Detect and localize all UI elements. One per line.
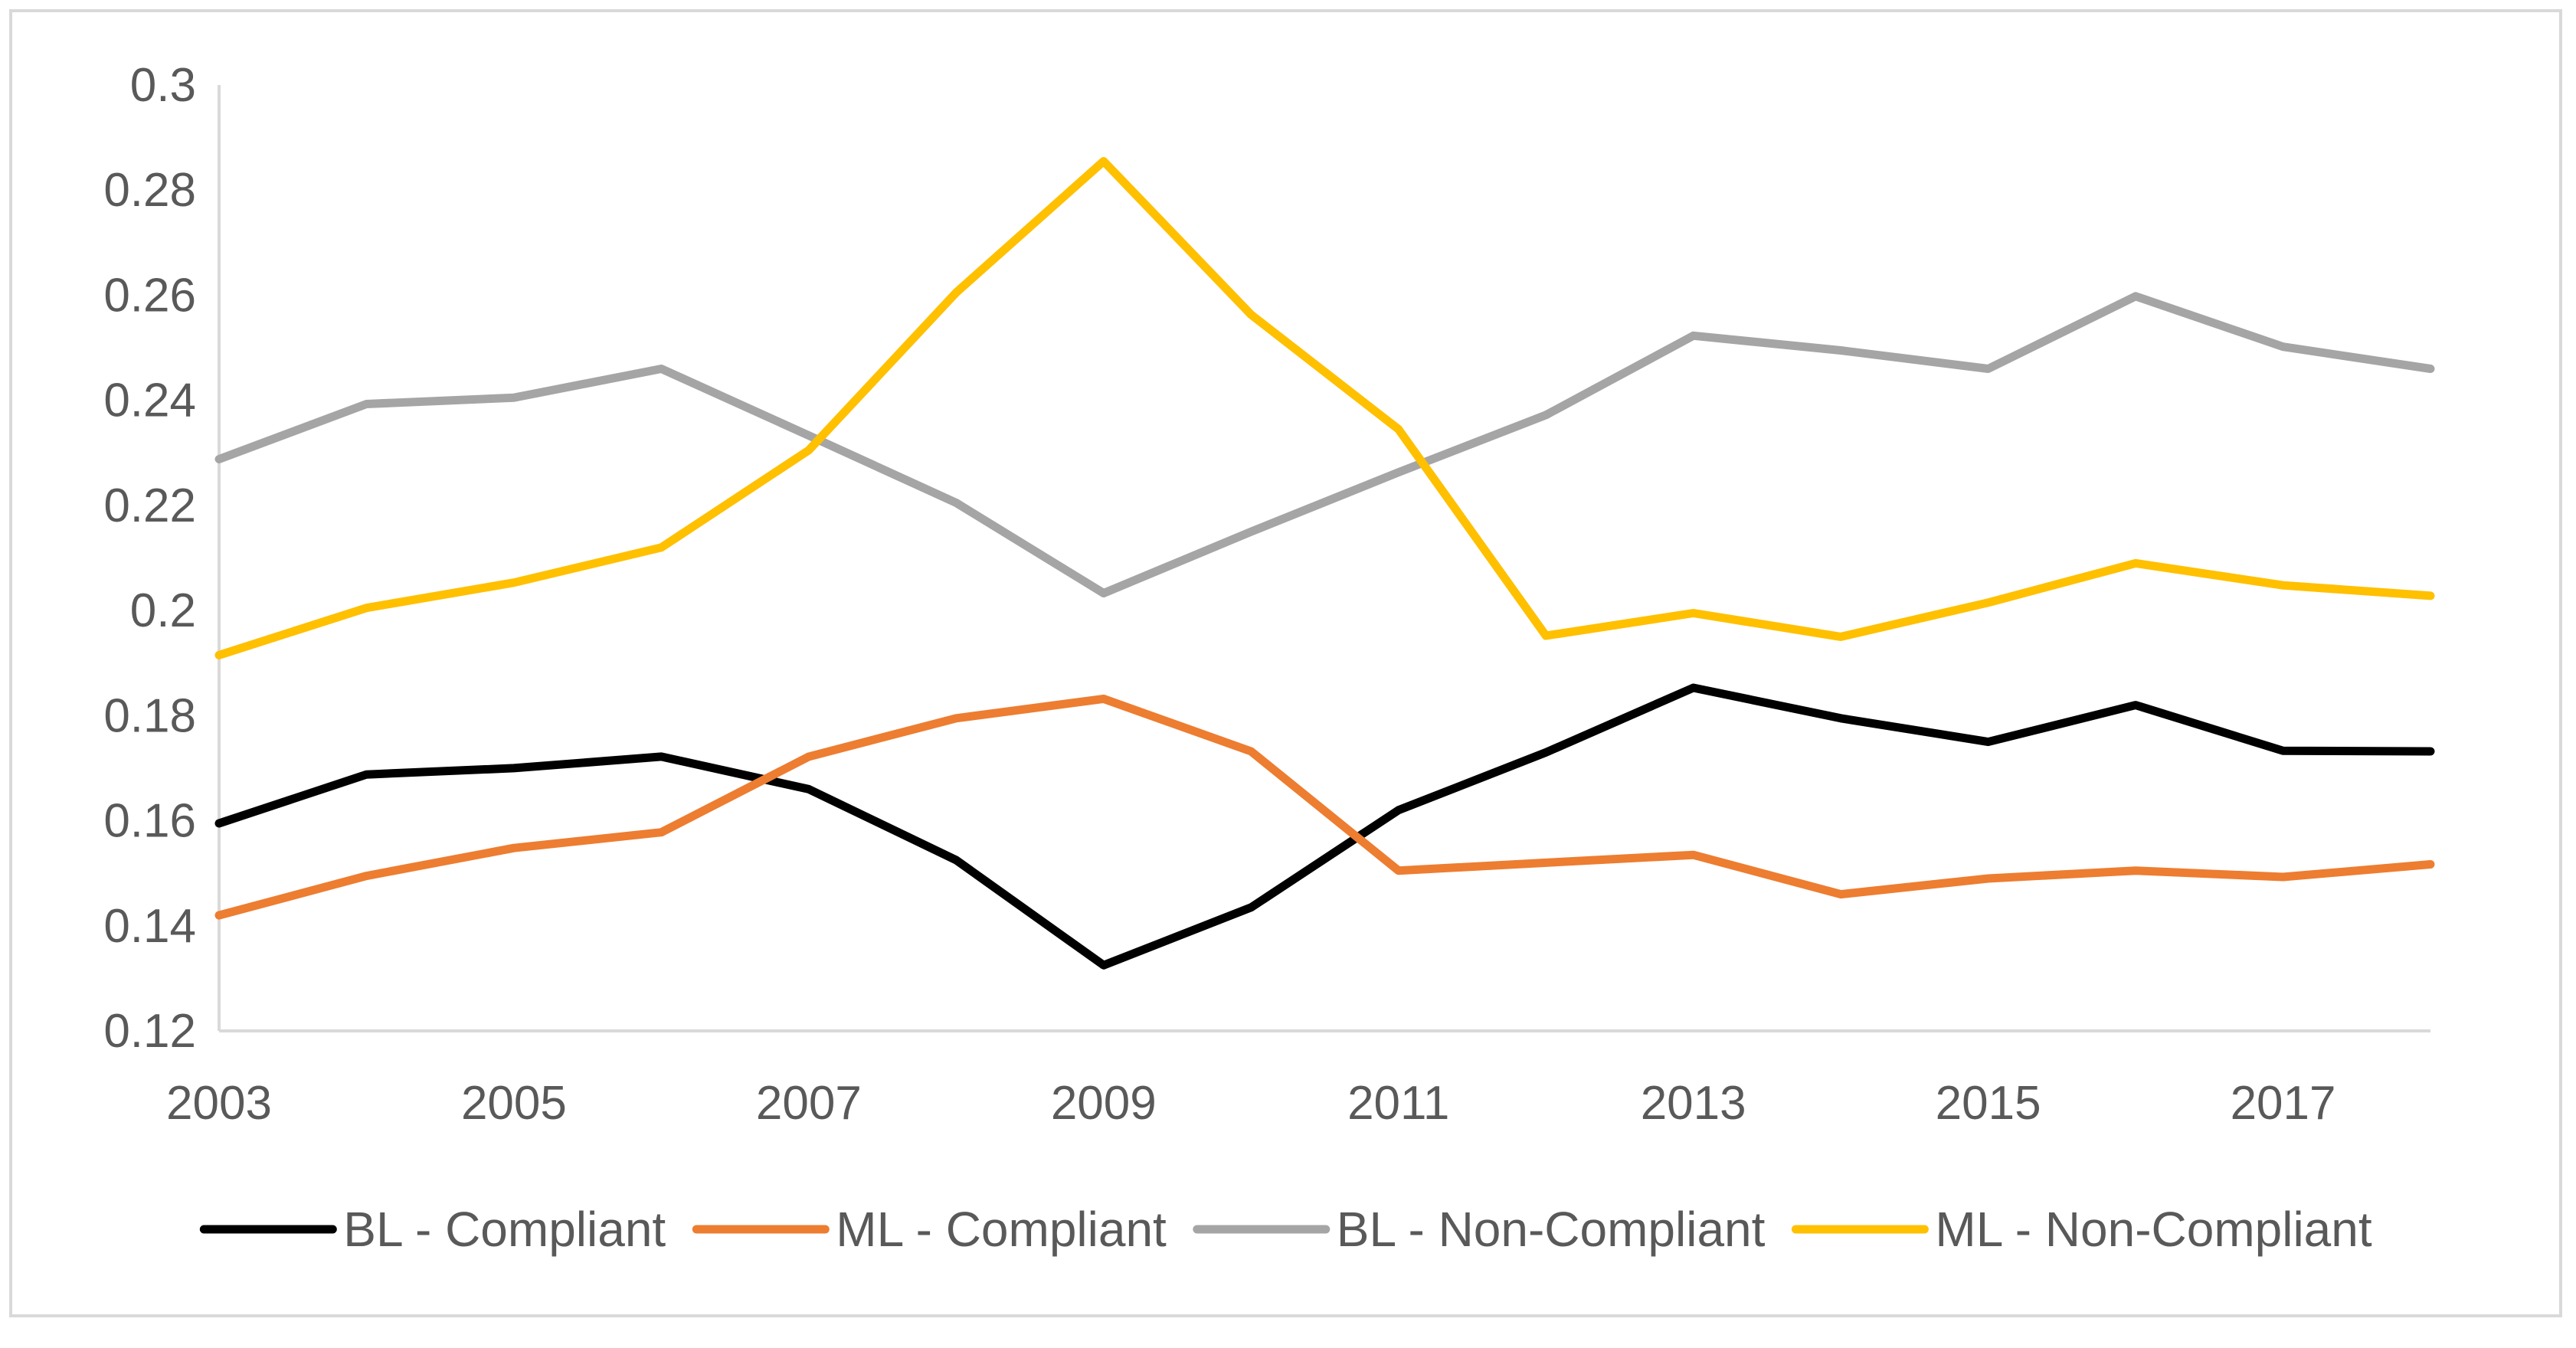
legend-label: BL - Non-Compliant — [1337, 1202, 1766, 1257]
axes — [218, 85, 2430, 1032]
y-tick-label: 0.12 — [103, 1005, 196, 1058]
y-tick-label: 0.26 — [103, 269, 196, 322]
x-tick-label: 2013 — [1641, 1077, 1746, 1130]
data-point — [2430, 595, 2431, 597]
legend-label: ML - Compliant — [836, 1202, 1167, 1257]
x-tick-label: 2011 — [1347, 1077, 1449, 1130]
data-point — [365, 607, 367, 609]
data-point — [513, 582, 515, 584]
data-point — [1398, 870, 1399, 872]
data-point — [1103, 592, 1105, 594]
y-tick-label: 0.2 — [130, 584, 196, 637]
data-point — [955, 859, 957, 861]
x-tick-labels: 2003 2005 2007 2009 2011 2013 2015 2017 — [166, 1077, 2335, 1130]
data-point — [1398, 472, 1399, 473]
data-point — [1250, 907, 1252, 908]
x-tick-label: 2005 — [461, 1077, 567, 1130]
data-point — [1693, 335, 1694, 336]
y-tick-label: 0.16 — [103, 795, 196, 848]
series-bl-compliant — [214, 683, 2435, 970]
data-point — [218, 914, 220, 916]
y-tick-label: 0.22 — [103, 479, 196, 532]
legend-item: ML - Compliant — [692, 1202, 1167, 1257]
series-lines — [214, 157, 2435, 970]
legend-item: ML - Non-Compliant — [1791, 1202, 2372, 1257]
data-point — [1103, 964, 1105, 966]
data-point — [2430, 864, 2431, 865]
data-point — [1693, 687, 1694, 689]
data-point — [1250, 314, 1252, 316]
data-point — [1398, 428, 1399, 430]
legend-item: BL - Non-Compliant — [1193, 1202, 1766, 1257]
data-point — [660, 368, 662, 369]
series-ml-compliant — [214, 694, 2435, 920]
y-tick-label: 0.18 — [103, 689, 196, 742]
chart-frame — [9, 9, 2562, 1317]
series-line-ml-non-compliant — [214, 157, 2435, 659]
data-point — [513, 767, 515, 769]
data-point — [955, 502, 957, 503]
series-bl-non-compliant — [214, 292, 2435, 597]
y-tick-labels: 0.12 0.14 0.16 0.18 0.2 0.22 0.24 0.26 0.28 0.3 — [103, 59, 196, 1058]
data-point — [660, 756, 662, 757]
y-tick-label: 0.28 — [103, 164, 196, 217]
data-point — [808, 756, 810, 757]
data-point — [365, 875, 367, 877]
data-point — [1545, 862, 1547, 863]
data-point — [218, 459, 220, 460]
data-point — [365, 774, 367, 775]
data-point — [1103, 160, 1105, 162]
data-point — [660, 832, 662, 833]
data-point — [1545, 751, 1547, 753]
series-line-ml-compliant — [214, 694, 2435, 920]
x-tick-label: 2017 — [2231, 1077, 2336, 1130]
y-tick-label: 0.24 — [103, 375, 196, 427]
y-tick-label: 0.14 — [103, 900, 196, 953]
legend-item: BL - Compliant — [199, 1202, 666, 1257]
series-ml-non-compliant — [214, 157, 2435, 659]
data-point — [808, 435, 810, 437]
data-point — [1693, 854, 1694, 856]
data-point — [513, 847, 515, 849]
x-tick-label: 2009 — [1051, 1077, 1157, 1130]
data-point — [660, 547, 662, 548]
series-line-bl-compliant — [214, 683, 2435, 970]
x-tick-label: 2007 — [756, 1077, 862, 1130]
data-point — [2430, 368, 2431, 369]
legend-label: BL - Compliant — [343, 1202, 666, 1257]
data-point — [808, 788, 810, 790]
y-tick-label: 0.3 — [130, 59, 196, 112]
legend: BL - Compliant ML - Compliant BL - Non-Com… — [199, 1202, 2372, 1257]
series-line-bl-non-compliant — [214, 292, 2435, 597]
legend-label: ML - Non-Compliant — [1935, 1202, 2371, 1257]
x-tick-label: 2015 — [1936, 1077, 2041, 1130]
data-point — [218, 654, 220, 656]
x-tick-label: 2003 — [166, 1077, 272, 1130]
data-point — [1545, 414, 1547, 416]
